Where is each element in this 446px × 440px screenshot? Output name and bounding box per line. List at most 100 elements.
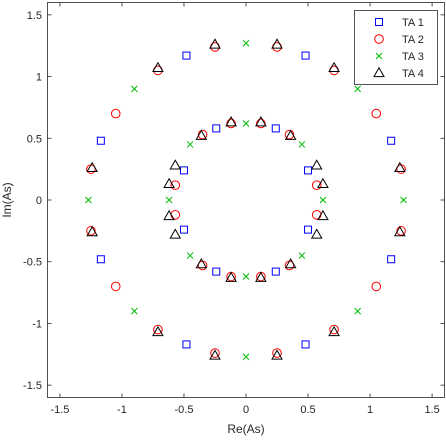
data-point — [255, 271, 267, 282]
x-tick-label: -0.5 — [174, 404, 193, 416]
data-point — [242, 273, 250, 280]
data-point — [170, 180, 181, 190]
data-point — [86, 226, 96, 236]
data-point — [85, 196, 92, 204]
data-point — [152, 325, 164, 337]
data-point — [169, 159, 182, 170]
data-point — [152, 61, 164, 73]
data-point — [271, 124, 280, 133]
y-tick-label: -1.5 — [23, 380, 42, 392]
data-point — [197, 129, 208, 140]
data-point — [242, 120, 250, 127]
data-point — [242, 39, 250, 47]
data-point — [163, 177, 175, 189]
data-point — [284, 257, 297, 269]
data-point — [186, 252, 194, 259]
data-point — [225, 116, 237, 127]
data-point — [110, 281, 121, 292]
x-tick-label: -1.5 — [50, 404, 69, 416]
data-point — [311, 180, 322, 190]
data-point — [130, 307, 138, 315]
data-point — [130, 85, 138, 93]
y-tick-label: -0.5 — [23, 257, 42, 269]
data-point — [212, 124, 221, 133]
y-axis-label: Im(As) — [0, 182, 14, 217]
data-point — [371, 108, 382, 119]
data-point — [328, 61, 340, 73]
data-point — [182, 51, 191, 60]
data-point — [310, 228, 323, 239]
data-point — [86, 161, 99, 173]
data-point — [195, 129, 208, 140]
data-point — [110, 108, 121, 119]
y-tick-label: 0.5 — [27, 133, 42, 145]
data-point — [317, 209, 329, 221]
legend: TA 1 TA 2 TA 3 TA 4 — [354, 10, 438, 85]
data-point — [255, 116, 267, 127]
data-point — [272, 348, 282, 358]
data-point — [96, 255, 105, 264]
y-tick-label: 1.5 — [27, 10, 42, 22]
data-point — [163, 209, 175, 221]
legend-marker — [374, 34, 384, 44]
data-point — [310, 159, 323, 170]
data-point — [319, 196, 327, 204]
data-point — [170, 210, 181, 220]
data-marks — [85, 38, 407, 361]
y-tick-label: 1 — [36, 72, 42, 84]
data-point — [387, 136, 396, 145]
data-point — [226, 118, 236, 129]
data-point — [354, 85, 362, 93]
data-point — [179, 225, 188, 234]
x-tick-label: -1 — [117, 404, 127, 416]
x-tick-label: 0.5 — [300, 404, 315, 416]
data-point — [225, 271, 237, 282]
data-point — [210, 348, 220, 358]
legend-label: TA 3 — [402, 51, 424, 63]
data-point — [304, 225, 313, 234]
data-point — [271, 349, 283, 360]
data-point — [284, 129, 295, 140]
data-point — [186, 141, 194, 148]
data-point — [396, 226, 406, 236]
data-point — [212, 267, 221, 276]
legend-box — [354, 10, 438, 85]
data-point — [298, 252, 306, 259]
data-point — [301, 340, 310, 349]
data-point — [354, 307, 362, 315]
y-tick-label: 0 — [36, 195, 42, 207]
data-point — [256, 118, 266, 129]
y-tick-label: -1 — [32, 318, 42, 330]
legend-label: TA 2 — [402, 34, 424, 46]
data-point — [328, 325, 340, 337]
data-point — [182, 340, 191, 349]
data-point — [242, 353, 250, 361]
data-point — [371, 281, 382, 292]
data-point — [393, 161, 406, 173]
data-point — [209, 38, 221, 49]
x-tick-label: 0 — [243, 404, 249, 416]
data-point — [304, 166, 313, 175]
data-point — [284, 129, 297, 140]
legend-marker — [375, 52, 383, 60]
data-point — [179, 166, 188, 175]
legend-marker — [375, 18, 383, 26]
data-point — [86, 225, 99, 237]
data-point — [195, 257, 208, 269]
data-point — [96, 136, 105, 145]
data-point — [298, 141, 306, 148]
data-point — [271, 38, 283, 49]
data-point — [329, 324, 339, 335]
x-axis-label: Re(As) — [227, 422, 264, 436]
data-point — [400, 196, 407, 204]
legend-marker — [373, 66, 385, 78]
data-point — [393, 225, 406, 237]
x-tick-label: 1 — [367, 404, 373, 416]
legend-label: TA 1 — [402, 17, 424, 29]
data-point — [271, 267, 280, 276]
data-point — [165, 196, 173, 204]
axis-ticks: -1.5 -1 -0.5 0 0.5 1 1.5 1.5 1 0.5 0 -0.5 -1 -1.5 — [23, 2, 445, 416]
data-point — [169, 228, 182, 239]
data-point — [317, 177, 329, 189]
